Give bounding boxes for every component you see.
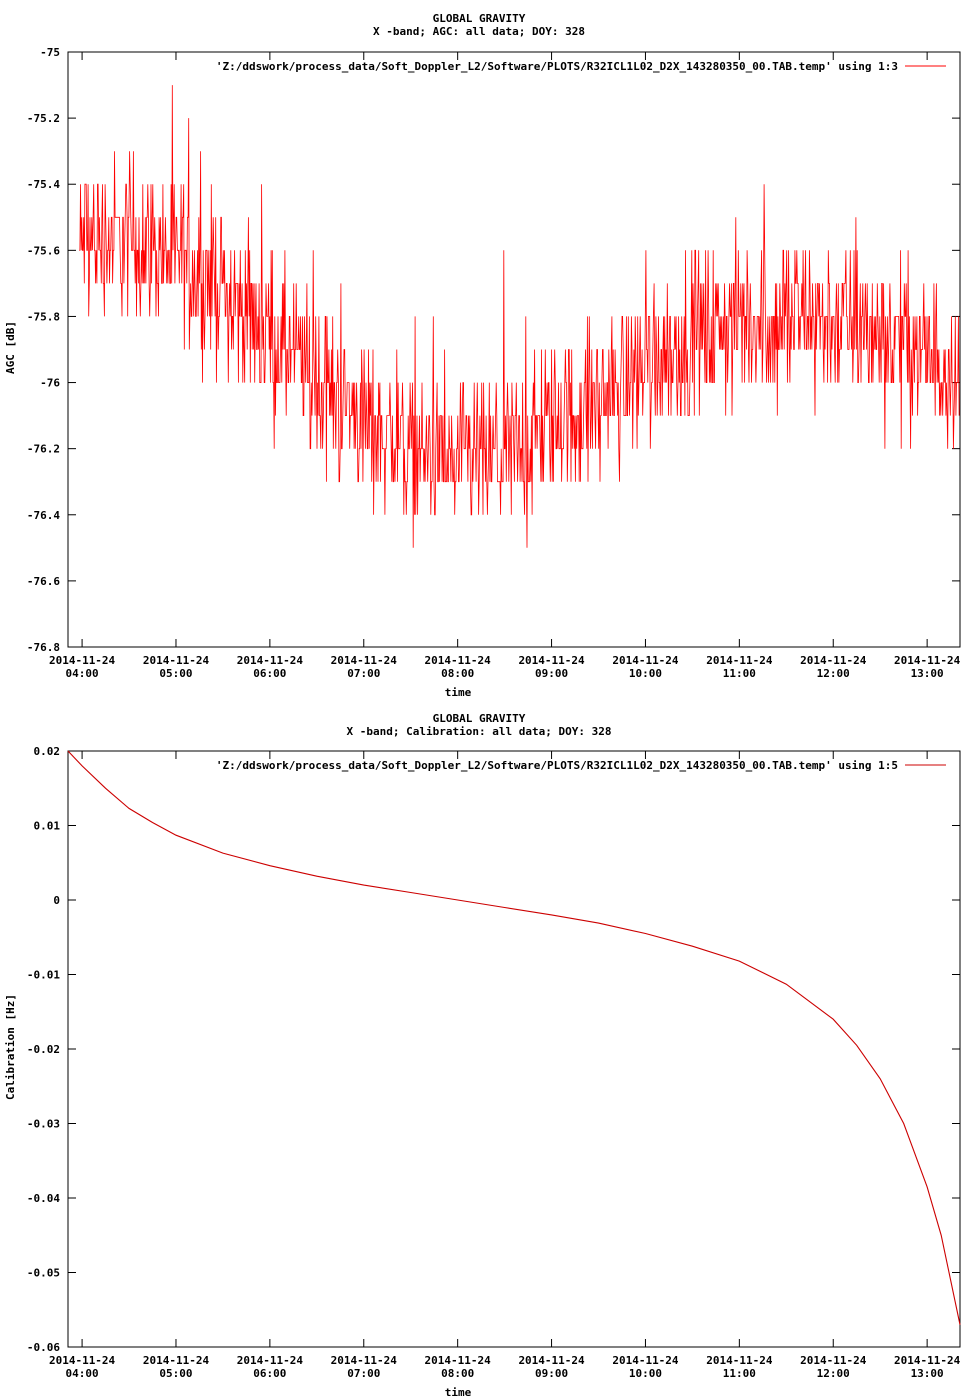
y-tick-label: -76 bbox=[40, 377, 60, 390]
chart-title: GLOBAL GRAVITY bbox=[433, 712, 526, 725]
x-tick-label-time: 12:00 bbox=[817, 667, 850, 680]
y-tick-label: -75.8 bbox=[27, 310, 60, 323]
y-tick-label: 0 bbox=[53, 894, 60, 907]
x-tick-label-date: 2014-11-24 bbox=[331, 1354, 398, 1367]
chart-title: GLOBAL GRAVITY bbox=[433, 12, 526, 25]
x-tick-label-date: 2014-11-24 bbox=[49, 654, 116, 667]
legend-label: 'Z:/ddswork/process_data/Soft_Doppler_L2… bbox=[216, 60, 898, 73]
x-tick-label-time: 06:00 bbox=[253, 667, 286, 680]
x-tick-label-time: 13:00 bbox=[911, 1367, 944, 1380]
y-tick-label: -76.4 bbox=[27, 509, 60, 522]
x-tick-label-time: 08:00 bbox=[441, 1367, 474, 1380]
y-tick-label: 0.01 bbox=[34, 820, 61, 833]
x-tick-label-time: 09:00 bbox=[535, 1367, 568, 1380]
x-tick-label-date: 2014-11-24 bbox=[518, 654, 585, 667]
y-tick-label: -0.05 bbox=[27, 1267, 60, 1280]
x-tick-label-date: 2014-11-24 bbox=[612, 654, 679, 667]
x-tick-label-time: 08:00 bbox=[441, 667, 474, 680]
x-tick-label-date: 2014-11-24 bbox=[49, 1354, 116, 1367]
x-tick-label-date: 2014-11-24 bbox=[425, 1354, 492, 1367]
x-tick-label-date: 2014-11-24 bbox=[143, 1354, 210, 1367]
y-tick-label: -75.4 bbox=[27, 178, 60, 191]
y-tick-label: -0.02 bbox=[27, 1043, 60, 1056]
x-tick-label-time: 04:00 bbox=[66, 1367, 99, 1380]
legend-label: 'Z:/ddswork/process_data/Soft_Doppler_L2… bbox=[216, 759, 898, 772]
x-tick-label-date: 2014-11-24 bbox=[800, 654, 867, 667]
x-tick-label-date: 2014-11-24 bbox=[143, 654, 210, 667]
x-tick-label-time: 07:00 bbox=[347, 667, 380, 680]
x-tick-label-date: 2014-11-24 bbox=[612, 1354, 679, 1367]
x-tick-label-date: 2014-11-24 bbox=[518, 1354, 585, 1367]
x-tick-label-date: 2014-11-24 bbox=[800, 1354, 867, 1367]
x-tick-label-time: 10:00 bbox=[629, 667, 662, 680]
series-line-agc bbox=[79, 85, 960, 548]
y-tick-label: 0.02 bbox=[34, 745, 61, 758]
x-tick-label-date: 2014-11-24 bbox=[331, 654, 398, 667]
y-tick-label: -75.2 bbox=[27, 112, 60, 125]
y-tick-label: -0.01 bbox=[27, 969, 60, 982]
x-axis-label: time bbox=[445, 686, 472, 699]
x-tick-label-time: 10:00 bbox=[629, 1367, 662, 1380]
chart-subtitle: X -band; AGC: all data; DOY: 328 bbox=[373, 25, 585, 38]
y-tick-label: -76.8 bbox=[27, 641, 60, 654]
x-tick-label-time: 05:00 bbox=[159, 1367, 192, 1380]
series-line-calibration bbox=[67, 750, 961, 1325]
x-tick-label-time: 07:00 bbox=[347, 1367, 380, 1380]
y-tick-label: -0.04 bbox=[27, 1192, 60, 1205]
y-tick-label: -0.03 bbox=[27, 1118, 60, 1131]
x-tick-label-time: 12:00 bbox=[817, 1367, 850, 1380]
x-tick-label-date: 2014-11-24 bbox=[706, 1354, 773, 1367]
x-tick-label-time: 09:00 bbox=[535, 667, 568, 680]
y-tick-label: -76.2 bbox=[27, 443, 60, 456]
plot-frame bbox=[67, 51, 961, 648]
y-tick-label: -76.6 bbox=[27, 575, 60, 588]
x-tick-label-time: 13:00 bbox=[911, 667, 944, 680]
y-tick-label: -75 bbox=[40, 46, 60, 59]
y-tick-label: -75.6 bbox=[27, 244, 60, 257]
x-tick-label-date: 2014-11-24 bbox=[237, 1354, 304, 1367]
y-axis-label: AGC [dB] bbox=[4, 321, 17, 374]
y-tick-label: -0.06 bbox=[27, 1341, 60, 1354]
x-tick-label-time: 06:00 bbox=[253, 1367, 286, 1380]
x-tick-label-date: 2014-11-24 bbox=[237, 654, 304, 667]
chart-subtitle: X -band; Calibration: all data; DOY: 328 bbox=[347, 725, 612, 738]
x-tick-label-date: 2014-11-24 bbox=[425, 654, 492, 667]
x-tick-label-time: 11:00 bbox=[723, 667, 756, 680]
x-axis-label: time bbox=[445, 1386, 472, 1399]
y-axis-label: Calibration [Hz] bbox=[4, 994, 17, 1100]
x-tick-label-date: 2014-11-24 bbox=[894, 654, 961, 667]
x-tick-label-time: 05:00 bbox=[159, 667, 192, 680]
plot-frame bbox=[67, 750, 961, 1348]
x-tick-label-date: 2014-11-24 bbox=[894, 1354, 961, 1367]
x-tick-label-time: 04:00 bbox=[66, 667, 99, 680]
x-tick-label-time: 11:00 bbox=[723, 1367, 756, 1380]
x-tick-label-date: 2014-11-24 bbox=[706, 654, 773, 667]
